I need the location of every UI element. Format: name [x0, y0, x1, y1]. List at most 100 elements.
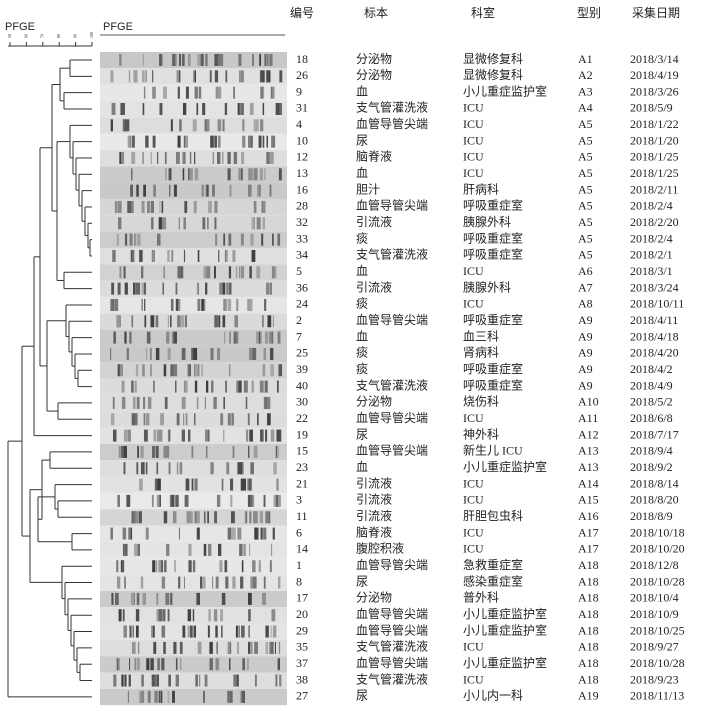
table-cell: 血管导管尖端: [356, 198, 428, 213]
table-cell: 引流液: [356, 492, 392, 507]
gel-band: [215, 625, 218, 638]
gel-band: [264, 298, 267, 311]
gel-band: [117, 282, 121, 295]
gel-band: [249, 511, 252, 524]
gel-band: [232, 249, 236, 262]
gel-band: [124, 576, 126, 589]
gel-band: [136, 592, 140, 605]
table-cell: 2018/10/9: [630, 607, 679, 621]
table-cell: 27: [296, 689, 308, 703]
table-cell: 8: [296, 574, 302, 588]
gel-band: [247, 413, 250, 426]
table-cell: 呼吸重症室: [463, 312, 523, 327]
gel-band: [175, 494, 179, 507]
gel-band: [249, 347, 253, 360]
gel-band: [210, 462, 214, 475]
gel-band: [123, 429, 128, 442]
gel-band: [215, 576, 219, 589]
gel-band: [214, 200, 218, 213]
gel-band: [263, 494, 266, 507]
gel-band: [129, 625, 132, 638]
table-cell: 小儿重症监护室: [463, 459, 547, 474]
gel-band: [240, 690, 245, 703]
table-cell: A5: [578, 215, 593, 229]
gel-band: [220, 413, 224, 426]
gel-band: [183, 380, 186, 393]
gel-band: [175, 282, 178, 295]
gel-band: [150, 658, 154, 671]
gel-band: [277, 658, 281, 671]
gel-band: [156, 494, 160, 507]
table-cell: 血管导管尖端: [356, 557, 428, 572]
gel-band: [191, 625, 193, 638]
gel-band: [269, 54, 273, 66]
gel-band: [196, 282, 199, 295]
gel-band: [185, 413, 188, 426]
gel-band: [269, 641, 273, 654]
gel-band: [122, 560, 125, 573]
table-cell: ICU: [463, 264, 484, 278]
gel-band: [167, 690, 170, 703]
gel-band: [257, 413, 259, 426]
gel-band: [127, 690, 129, 703]
gel-band: [275, 445, 277, 458]
gel-band: [114, 200, 118, 213]
gel-band: [130, 200, 134, 213]
gel-band: [227, 527, 232, 540]
table-cell: 引流液: [356, 508, 392, 523]
scale-label: 90: [73, 34, 78, 38]
gel-band: [195, 674, 198, 687]
table-cell: 血管导管尖端: [356, 410, 428, 425]
gel-band: [127, 200, 132, 213]
gel-band: [205, 380, 209, 393]
gel-band: [229, 658, 231, 671]
gel-band: [242, 658, 246, 671]
gel-band: [128, 674, 131, 687]
gel-band: [208, 543, 212, 556]
gel-band: [270, 641, 274, 654]
table-cell: 26: [296, 68, 308, 82]
gel-band: [138, 511, 142, 524]
table-cell: 胰腺外科: [463, 280, 511, 294]
gel-band: [145, 347, 148, 360]
gel-lane: [100, 362, 287, 379]
gel-band: [134, 380, 137, 393]
table-cell: 7: [296, 329, 302, 343]
gel-band: [175, 658, 178, 671]
gel-band: [171, 331, 175, 344]
gel-band: [167, 347, 171, 360]
gel-band: [116, 560, 119, 573]
gel-band: [140, 266, 144, 279]
gel-band: [216, 151, 221, 164]
table-cell: 30: [296, 395, 308, 409]
gel-lane: [100, 166, 287, 183]
gel-band: [239, 102, 243, 115]
gel-band: [152, 70, 154, 83]
gel-band: [113, 429, 116, 442]
table-cell: 2018/7/17: [630, 427, 679, 441]
gel-band: [123, 625, 126, 638]
gel-band: [203, 543, 207, 556]
gel-band: [259, 54, 262, 66]
table-cell: 小儿重症监护室: [463, 622, 547, 637]
gel-band: [226, 462, 230, 475]
gel-band: [224, 560, 228, 573]
gel-band: [277, 233, 281, 246]
gel-lane: [100, 656, 287, 673]
gel-band: [131, 413, 135, 426]
table-cell: A5: [578, 248, 593, 262]
gel-band: [207, 511, 209, 524]
gel-band: [200, 576, 204, 589]
gel-band: [142, 151, 144, 164]
gel-band: [250, 462, 254, 475]
table-cell: 36: [296, 280, 308, 294]
gel-band: [271, 135, 273, 148]
gel-band: [240, 70, 244, 83]
gel-band: [256, 266, 261, 279]
gel-band: [138, 282, 141, 295]
gel-band: [242, 135, 246, 148]
gel-band: [208, 200, 211, 213]
gel-band: [181, 429, 185, 442]
gel-band: [124, 543, 128, 556]
